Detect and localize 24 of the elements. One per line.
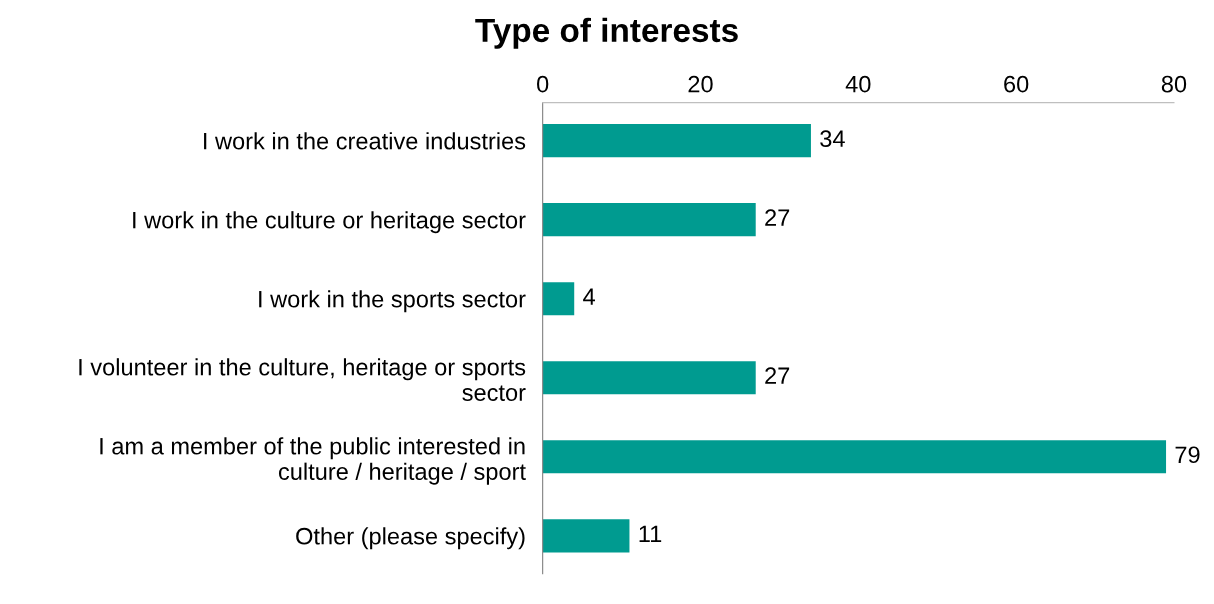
- x-tick-label: 80: [1161, 75, 1187, 93]
- y-tick-label: I am a member of the public interested in culture / heritage / sport: [100, 437, 526, 485]
- data-label: 34: [820, 130, 845, 148]
- data-label: 4: [583, 288, 595, 305]
- y-tick-label: I volunteer in the culture, heritage or sports sector: [79, 358, 526, 401]
- y-tick-label: Other (please specify): [296, 527, 525, 550]
- y-tick-label: I work in the creative industries: [204, 132, 526, 150]
- data-label: 27: [765, 367, 790, 384]
- data-label: 27: [765, 209, 790, 226]
- bar: [542, 440, 1167, 474]
- chart-title: Type of interests: [475, 17, 738, 49]
- bar: [542, 203, 756, 237]
- bar: [542, 124, 811, 158]
- x-tick-label: 0: [537, 75, 549, 93]
- x-tick-label: 40: [845, 75, 871, 93]
- bar: [542, 282, 575, 316]
- y-tick-label: I work in the sports sector: [259, 290, 526, 313]
- x-tick-label: 20: [688, 75, 713, 93]
- data-label: 79: [1175, 446, 1200, 464]
- x-tick-label: 60: [1004, 75, 1029, 93]
- bar: [542, 519, 630, 553]
- y-tick-label: I work in the culture or heritage sector: [133, 211, 526, 234]
- bar: [542, 361, 756, 395]
- data-label: 11: [639, 525, 662, 542]
